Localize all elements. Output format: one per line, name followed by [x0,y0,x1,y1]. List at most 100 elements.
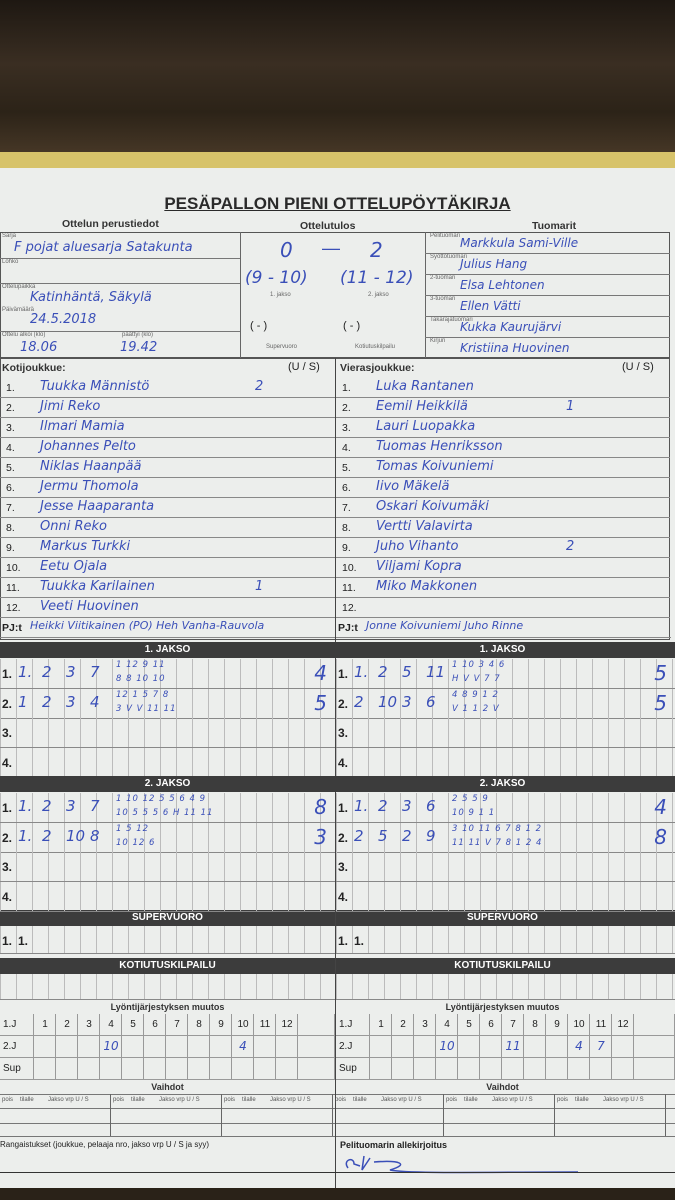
home-lineup-change-title: Lyöntijärjestyksen muutos [110,1002,225,1012]
end-label: päättyi (klo) [122,332,154,338]
batter: 7 [90,797,100,815]
empty-cell [590,1058,612,1080]
subs-col-header: tilalle [464,1097,478,1103]
divider [110,1094,111,1136]
empty-cell [458,1058,480,1080]
column-number: 6 [144,1014,166,1036]
player-row: 6. Iivo Mäkelä [336,478,670,498]
referee-role-label: Takarajatuomari [430,317,473,323]
pj-names: Heikki Viitikainen (PO) Heh Vanha-Rauvol… [30,619,265,632]
batter: 4 [90,692,100,711]
period1-label: 1. jakso [270,292,291,298]
supervuoro-away-row: 1. 1. [336,926,675,954]
column-number: 10 [232,1014,254,1036]
batter: 3 [402,692,412,711]
subs-col-header: pois [557,1097,569,1103]
sheet-title: PESÄPALLON PIENI OTTELUPÖYTÄKIRJA [164,194,511,213]
row-number: 1. [338,934,349,948]
run-top: 3 10 11 6 7 8 1 2 [452,823,542,834]
batter: 2 [42,797,52,815]
player-row: 1. Luka Rantanen [336,378,670,398]
series-label: Sarja [2,233,17,239]
changed-batter [370,1036,392,1058]
supervuoro-home-title: SUPERVUORO [132,912,203,923]
pj-label: PJ:t [338,622,358,634]
player-name: Lauri Luopakka [376,419,476,434]
subs-col-header: tilalle [131,1097,145,1103]
player-row: 2. Eemil Heikkilä 1 [336,398,670,418]
kotiutus-row [0,974,675,1000]
home-team-label: Kotijoukkue: [2,362,66,374]
batter: 1. [18,797,33,815]
changed-batter [458,1036,480,1058]
inning-number: 1. [2,667,13,681]
player-us: 2 [566,539,575,554]
player-name: Onni Reko [40,519,107,534]
empty-cell [188,1058,210,1080]
subs-col-header: pois [446,1097,458,1103]
player-number: 9. [6,542,15,554]
column-number: 4 [436,1014,458,1036]
column-number: 12 [612,1014,634,1036]
inning-number: 4. [338,755,349,770]
player-name: Eetu Ojala [40,559,108,574]
batter: 6 [426,797,436,815]
period1-score: (9 - 10) [245,268,308,288]
player-name: Luka Rantanen [376,379,474,394]
column-number: 5 [458,1014,480,1036]
batter: 1. [354,797,369,815]
divider [443,1094,444,1136]
divider [221,1094,222,1136]
player-row: 12. Veeti Huovinen [0,598,335,618]
player-name: Ilmari Mamia [40,419,125,434]
period-title-home: 2. JAKSO [144,778,191,789]
period-title-away: 2. JAKSO [479,778,526,789]
penalties-label: Rangaistukset (joukkue, pelaaja nro, jak… [0,1140,209,1149]
homerun-score: ( - ) [343,320,361,332]
run-top: 1 5 12 [116,823,150,834]
inning-number: 2. [2,830,13,845]
batter: 3 [66,797,76,815]
subs-col-header: pois [224,1097,236,1103]
batter: 2 [354,826,364,845]
inning-number: 1. [338,667,349,681]
referee-name: Ellen Vätti [460,299,521,313]
player-number: 3. [342,422,351,434]
period-bar: 1. JAKSO 1. JAKSO [0,642,675,658]
empty-cell [298,1014,335,1036]
player-us: 1 [566,399,575,414]
pj-row: PJ:t Jonne Koivuniemi Juho Rinne [336,618,671,638]
player-name: Eemil Heikkilä [376,399,468,414]
date-label: Päivämäärä [2,307,35,313]
supervuoro-away-title: SUPERVUORO [467,912,538,923]
batter: 3 [402,797,412,815]
referee-role-label: 2-tuomari [430,275,456,281]
empty-cell [524,1058,546,1080]
row-label: 1.J [336,1014,370,1036]
player-name: Jimi Reko [40,399,101,414]
run-bottom: V 1 1 2 V [452,703,500,714]
empty-cell [232,1058,254,1080]
player-name: Iivo Mäkelä [376,479,450,494]
scoresheet: PESÄPALLON PIENI OTTELUPÖYTÄKIRJA Ottelu… [0,168,675,1188]
changed-batter: 4 [568,1036,590,1058]
kotiutus-bar: KOTIUTUSKILPAILU KOTIUTUSKILPAILU [0,958,675,974]
date-value: 24.5.2018 [30,312,97,327]
empty-cell [370,1058,392,1080]
batter: 2 [42,692,52,711]
start-label: Ottelu alkoi (klo) [2,332,46,338]
empty-cell [78,1058,100,1080]
player-name: Vertti Valavirta [376,519,473,534]
changed-batter [144,1036,166,1058]
column-number: 11 [254,1014,276,1036]
player-number: 3. [6,422,15,434]
player-us: 1 [255,579,264,594]
player-number: 11. [342,582,356,594]
kotiutus-home-title: KOTIUTUSKILPAILU [119,960,216,971]
divider [554,1094,555,1136]
run-bottom: 10 9 1 1 [452,808,496,818]
changed-batter [480,1036,502,1058]
empty-cell [298,1036,335,1058]
column-number: 6 [480,1014,502,1036]
empty-cell [392,1058,414,1080]
